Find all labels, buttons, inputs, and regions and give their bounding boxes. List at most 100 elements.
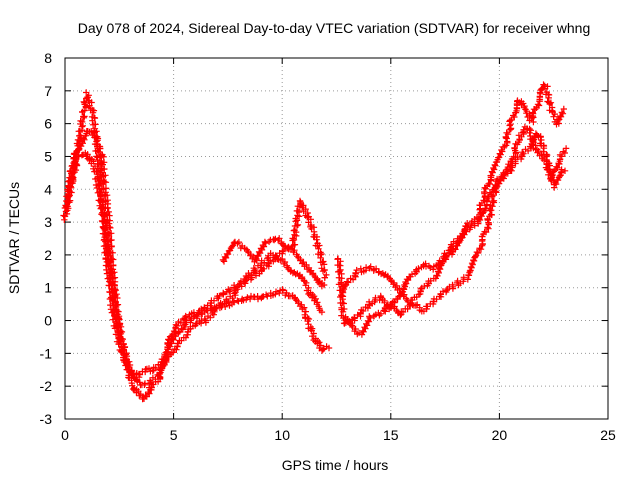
data-point bbox=[430, 288, 447, 305]
data-point bbox=[561, 167, 569, 174]
data-point bbox=[340, 318, 353, 327]
y-tick-label: 7 bbox=[44, 83, 52, 99]
x-tick-label: 10 bbox=[274, 427, 290, 443]
data-point bbox=[234, 294, 251, 304]
data-point bbox=[317, 254, 330, 281]
data-point bbox=[514, 97, 528, 111]
data-point bbox=[112, 318, 129, 350]
data-point bbox=[420, 298, 438, 315]
data-point bbox=[162, 335, 177, 357]
x-tick-label: 20 bbox=[492, 427, 508, 443]
data-point bbox=[365, 294, 383, 309]
data-point bbox=[302, 209, 318, 238]
data-point bbox=[289, 201, 305, 249]
data-point bbox=[182, 322, 199, 341]
data-point bbox=[91, 167, 109, 225]
data-point bbox=[452, 227, 470, 253]
y-tick-label: 8 bbox=[44, 50, 52, 66]
data-point bbox=[148, 378, 162, 394]
x-tick-label: 25 bbox=[600, 427, 616, 443]
data-point bbox=[522, 106, 535, 124]
data-point bbox=[475, 205, 490, 227]
data-point bbox=[299, 305, 316, 334]
data-point bbox=[334, 255, 348, 315]
data-point bbox=[487, 161, 499, 179]
data-point bbox=[562, 145, 570, 152]
y-tick-label: 5 bbox=[44, 148, 52, 164]
data-point bbox=[556, 148, 568, 160]
y-tick-label: -2 bbox=[40, 378, 53, 394]
chart-title: Day 078 of 2024, Sidereal Day-to-day VTE… bbox=[78, 20, 591, 36]
data-point bbox=[321, 274, 328, 281]
data-point bbox=[212, 300, 229, 312]
data-point bbox=[219, 239, 238, 265]
data-point bbox=[294, 253, 310, 269]
y-tick-label: 3 bbox=[44, 214, 52, 230]
y-tick-label: 6 bbox=[44, 116, 52, 132]
data-point bbox=[338, 278, 351, 300]
y-tick-label: 2 bbox=[44, 247, 52, 263]
data-point bbox=[100, 218, 115, 273]
data-point bbox=[182, 313, 197, 328]
data-point bbox=[518, 143, 534, 160]
data-point bbox=[553, 109, 567, 128]
data-point bbox=[345, 269, 359, 286]
data-point bbox=[309, 330, 324, 352]
data-point bbox=[262, 235, 279, 247]
data-point bbox=[483, 181, 500, 209]
y-tick-label: 0 bbox=[44, 313, 52, 329]
series-trace-b bbox=[62, 128, 326, 391]
data-point bbox=[289, 292, 308, 311]
axes: 0 5 10 15 20 25 -3 -2 -1 0 1 2 3 4 5 6 7 8 bbox=[40, 50, 616, 443]
data-point bbox=[375, 269, 393, 282]
data-point bbox=[318, 343, 330, 354]
y-tick-label: 1 bbox=[44, 280, 52, 296]
data-point bbox=[420, 260, 438, 271]
data-point bbox=[472, 220, 492, 259]
data-point bbox=[156, 351, 170, 383]
x-axis-label: GPS time / hours bbox=[282, 457, 389, 473]
data-point bbox=[523, 125, 541, 153]
data-point bbox=[515, 123, 529, 140]
x-tick-label: 0 bbox=[61, 427, 69, 443]
data-point bbox=[318, 283, 326, 290]
series-trace-c bbox=[65, 149, 333, 403]
data-point bbox=[442, 245, 457, 263]
data-point bbox=[510, 98, 521, 121]
data-point bbox=[500, 166, 514, 180]
data-points bbox=[60, 81, 570, 403]
data-point bbox=[203, 303, 220, 314]
series-trace-a bbox=[60, 89, 330, 381]
data-point bbox=[192, 308, 208, 322]
data-point bbox=[507, 136, 523, 174]
data-point bbox=[289, 269, 306, 282]
data-point bbox=[74, 149, 89, 160]
data-point bbox=[201, 304, 218, 324]
data-point bbox=[533, 131, 551, 160]
data-point bbox=[464, 253, 479, 283]
series-trace-e bbox=[334, 81, 567, 338]
data-point bbox=[325, 344, 333, 352]
data-point bbox=[529, 97, 543, 126]
data-point bbox=[83, 151, 99, 172]
y-tick-label: -3 bbox=[40, 411, 53, 427]
data-point bbox=[301, 263, 317, 278]
data-point bbox=[318, 308, 326, 316]
data-point bbox=[348, 322, 363, 338]
data-point bbox=[142, 365, 157, 375]
data-point bbox=[246, 292, 262, 303]
data-point bbox=[547, 155, 564, 183]
data-point bbox=[73, 93, 91, 149]
y-axis-label: SDTVAR / TECUs bbox=[6, 182, 22, 294]
series-trace-g bbox=[340, 123, 570, 327]
x-tick-label: 15 bbox=[383, 427, 399, 443]
data-point bbox=[560, 105, 567, 113]
data-point bbox=[464, 218, 478, 233]
data-point bbox=[399, 273, 414, 296]
y-tick-label: -1 bbox=[40, 345, 53, 361]
series-trace-d bbox=[219, 235, 328, 290]
data-point bbox=[296, 197, 309, 215]
data-point bbox=[277, 257, 295, 275]
plot-frame bbox=[64, 57, 609, 420]
